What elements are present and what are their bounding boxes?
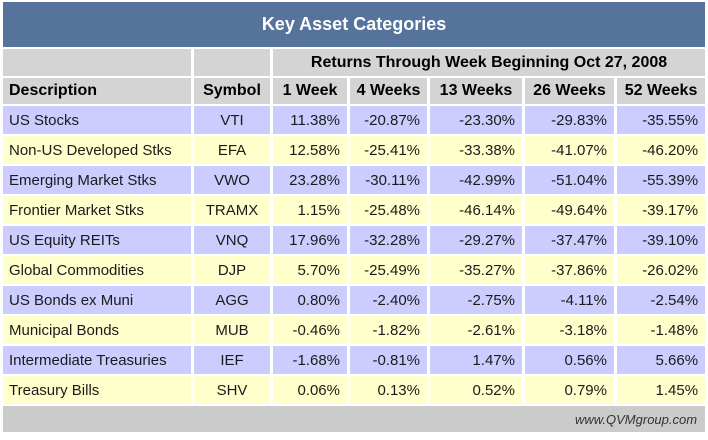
- return-value: 12.58%: [273, 136, 347, 164]
- column-header-description: Description: [3, 78, 191, 104]
- return-value: -49.64%: [525, 196, 614, 224]
- return-value: 5.66%: [617, 346, 706, 374]
- return-value: -2.61%: [430, 316, 522, 344]
- return-value: 1.45%: [617, 376, 706, 404]
- column-header-symbol: Symbol: [194, 78, 270, 104]
- return-value: -46.20%: [617, 136, 706, 164]
- return-value: -26.02%: [617, 256, 706, 284]
- return-value: -25.48%: [350, 196, 427, 224]
- table-row: US Bonds ex Muni AGG 0.80% -2.40% -2.75% -4.1…: [3, 286, 706, 314]
- return-value: -25.49%: [350, 256, 427, 284]
- return-value: -0.46%: [273, 316, 347, 344]
- return-value: -37.86%: [525, 256, 614, 284]
- banner-spacer-description: [3, 49, 191, 76]
- return-value: -39.10%: [617, 226, 706, 254]
- ticker-symbol: DJP: [194, 256, 270, 284]
- return-value: -3.18%: [525, 316, 614, 344]
- table-row: Non-US Developed Stks EFA 12.58% -25.41% -33…: [3, 136, 706, 164]
- asset-description: US Stocks: [3, 106, 191, 134]
- ticker-symbol: VWO: [194, 166, 270, 194]
- column-header-13-weeks: 13 Weeks: [430, 78, 522, 104]
- ticker-symbol: VTI: [194, 106, 270, 134]
- table-row: Treasury Bills SHV 0.06% 0.13% 0.52% 0.79% 1.4…: [3, 376, 706, 404]
- footer-website: www.QVMgroup.com: [3, 406, 706, 432]
- return-value: 11.38%: [273, 106, 347, 134]
- return-value: 1.15%: [273, 196, 347, 224]
- footer-row: www.QVMgroup.com: [3, 406, 706, 432]
- asset-description: Intermediate Treasuries: [3, 346, 191, 374]
- return-value: 23.28%: [273, 166, 347, 194]
- return-value: -25.41%: [350, 136, 427, 164]
- asset-description: Municipal Bonds: [3, 316, 191, 344]
- banner-spacer-symbol: [194, 49, 270, 76]
- return-value: -1.68%: [273, 346, 347, 374]
- return-value: -51.04%: [525, 166, 614, 194]
- column-header-26-weeks: 26 Weeks: [525, 78, 614, 104]
- return-value: 0.13%: [350, 376, 427, 404]
- return-value: -1.82%: [350, 316, 427, 344]
- table-row: US Stocks VTI 11.38% -20.87% -23.30% -29.83% -…: [3, 106, 706, 134]
- table-row: Intermediate Treasuries IEF -1.68% -0.81% 1.…: [3, 346, 706, 374]
- return-value: -33.38%: [430, 136, 522, 164]
- return-value: -0.81%: [350, 346, 427, 374]
- title-row: Key Asset Categories: [3, 2, 706, 47]
- return-value: 0.06%: [273, 376, 347, 404]
- return-value: -42.99%: [430, 166, 522, 194]
- table-row: Emerging Market Stks VWO 23.28% -30.11% -42.…: [3, 166, 706, 194]
- return-value: -29.83%: [525, 106, 614, 134]
- table-row: Frontier Market Stks TRAMX 1.15% -25.48% -46…: [3, 196, 706, 224]
- column-header-4-weeks: 4 Weeks: [350, 78, 427, 104]
- ticker-symbol: VNQ: [194, 226, 270, 254]
- return-value: -30.11%: [350, 166, 427, 194]
- return-value: -46.14%: [430, 196, 522, 224]
- asset-description: Frontier Market Stks: [3, 196, 191, 224]
- return-value: -41.07%: [525, 136, 614, 164]
- returns-banner-row: Returns Through Week Beginning Oct 27, 2…: [3, 49, 706, 76]
- asset-description: US Equity REITs: [3, 226, 191, 254]
- column-header-1-week: 1 Week: [273, 78, 347, 104]
- return-value: -23.30%: [430, 106, 522, 134]
- table-row: Municipal Bonds MUB -0.46% -1.82% -2.61% -3.1…: [3, 316, 706, 344]
- return-value: -20.87%: [350, 106, 427, 134]
- ticker-symbol: TRAMX: [194, 196, 270, 224]
- ticker-symbol: EFA: [194, 136, 270, 164]
- table-row: Global Commodities DJP 5.70% -25.49% -35.27%…: [3, 256, 706, 284]
- asset-description: Emerging Market Stks: [3, 166, 191, 194]
- return-value: 0.80%: [273, 286, 347, 314]
- return-value: -29.27%: [430, 226, 522, 254]
- ticker-symbol: MUB: [194, 316, 270, 344]
- return-value: 0.56%: [525, 346, 614, 374]
- return-value: 5.70%: [273, 256, 347, 284]
- ticker-symbol: SHV: [194, 376, 270, 404]
- return-value: -1.48%: [617, 316, 706, 344]
- return-value: 0.79%: [525, 376, 614, 404]
- return-value: -4.11%: [525, 286, 614, 314]
- return-value: -2.54%: [617, 286, 706, 314]
- asset-description: US Bonds ex Muni: [3, 286, 191, 314]
- return-value: -2.75%: [430, 286, 522, 314]
- return-value: 0.52%: [430, 376, 522, 404]
- return-value: 1.47%: [430, 346, 522, 374]
- return-value: -35.55%: [617, 106, 706, 134]
- column-header-row: Description Symbol 1 Week 4 Weeks 13 Weeks 26…: [3, 78, 706, 104]
- column-header-52-weeks: 52 Weeks: [617, 78, 706, 104]
- table-title: Key Asset Categories: [3, 2, 706, 47]
- return-value: -32.28%: [350, 226, 427, 254]
- return-value: -37.47%: [525, 226, 614, 254]
- asset-description: Global Commodities: [3, 256, 191, 284]
- return-value: -2.40%: [350, 286, 427, 314]
- returns-banner: Returns Through Week Beginning Oct 27, 2…: [273, 49, 706, 76]
- return-value: -35.27%: [430, 256, 522, 284]
- asset-description: Treasury Bills: [3, 376, 191, 404]
- return-value: -39.17%: [617, 196, 706, 224]
- return-value: -55.39%: [617, 166, 706, 194]
- asset-description: Non-US Developed Stks: [3, 136, 191, 164]
- ticker-symbol: AGG: [194, 286, 270, 314]
- ticker-symbol: IEF: [194, 346, 270, 374]
- return-value: 17.96%: [273, 226, 347, 254]
- table-row: US Equity REITs VNQ 17.96% -32.28% -29.27% -3…: [3, 226, 706, 254]
